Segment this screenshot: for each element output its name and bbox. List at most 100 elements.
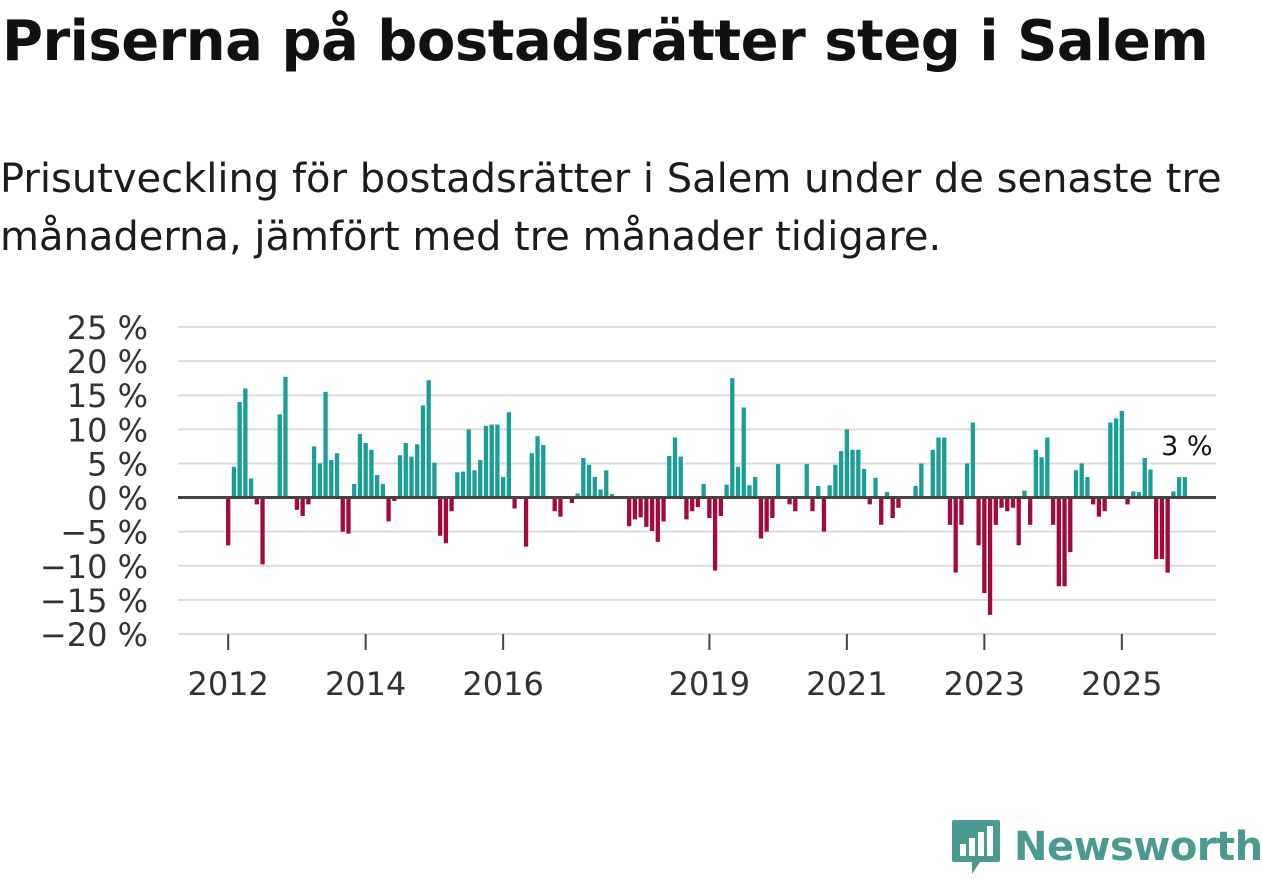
bar [334, 453, 340, 498]
bar [323, 391, 328, 498]
bar [386, 497, 391, 522]
bar [1039, 457, 1044, 498]
bar [558, 497, 563, 517]
bar [243, 388, 248, 498]
bar [649, 497, 655, 531]
bar [1142, 457, 1147, 498]
bar [437, 497, 443, 536]
bar [775, 464, 781, 498]
bar [942, 437, 947, 498]
y-tick-label: 25 % [67, 309, 148, 347]
bar [403, 442, 408, 498]
bar [1056, 497, 1061, 587]
bar [730, 378, 735, 498]
bar [352, 483, 357, 498]
bar [632, 497, 638, 520]
bar [460, 471, 466, 498]
bar [947, 497, 953, 525]
bar [930, 449, 935, 498]
newsworthy-logo[interactable]: Newsworthy [950, 818, 1262, 876]
y-tick-label: 15 % [67, 377, 148, 415]
bar [1079, 463, 1084, 498]
latest-value-annotation: 3 % [1161, 431, 1212, 462]
x-tick-label: 2025 [1081, 665, 1162, 703]
bar [1028, 497, 1033, 525]
bar [380, 483, 385, 498]
bar [535, 436, 540, 498]
bar [1050, 497, 1056, 525]
bar [741, 407, 746, 498]
y-tick-label: 20 % [67, 343, 148, 381]
bar [747, 485, 752, 498]
bar [953, 497, 958, 573]
x-tick-label: 2016 [462, 665, 543, 703]
bar [586, 464, 592, 498]
bar [712, 497, 718, 571]
bar [764, 497, 769, 532]
x-tick-label: 2012 [187, 665, 268, 703]
bar [254, 497, 259, 505]
bar [879, 497, 884, 525]
bar [449, 497, 454, 512]
bar [873, 477, 878, 498]
bar [690, 497, 695, 512]
bar [226, 497, 231, 546]
x-tick-label: 2021 [806, 665, 887, 703]
bar [718, 497, 723, 516]
bar [1113, 418, 1119, 498]
bar [1171, 491, 1176, 498]
bar [856, 449, 861, 498]
bar [936, 437, 941, 498]
bar [1182, 477, 1187, 498]
bar [581, 457, 586, 498]
bar [317, 463, 322, 498]
bar-chart: −20 %−15 %−10 %−5 %0 %5 %10 %15 %20 %25 … [40, 309, 1217, 703]
bar [1016, 497, 1021, 546]
bar [432, 462, 437, 498]
bar [552, 497, 557, 512]
brand-name: Newsworthy [1014, 824, 1262, 870]
bar [1165, 497, 1170, 573]
bar [478, 460, 483, 498]
bar [1091, 497, 1096, 505]
bar [506, 412, 512, 498]
bar [965, 463, 970, 498]
chart-subtitle: Prisutveckling för bostadsrätter i Salem… [0, 156, 1222, 260]
y-tick-label: −20 % [40, 616, 148, 654]
bar [793, 497, 798, 512]
bar [346, 497, 351, 534]
bar [489, 424, 494, 498]
newsworthy-logo-icon [952, 820, 1000, 874]
bar [1022, 490, 1027, 498]
bar [735, 466, 741, 498]
x-tick-label: 2014 [325, 665, 406, 703]
bar [1119, 410, 1124, 498]
bar [294, 497, 300, 510]
bar [1005, 497, 1010, 512]
bar [1148, 469, 1153, 498]
bar [604, 470, 609, 498]
bar [277, 414, 282, 498]
bar [638, 497, 643, 518]
bar [369, 449, 374, 498]
bar [804, 464, 809, 498]
bar [644, 497, 649, 527]
chart-title: Priserna på bostadsrätter steg i Salem [2, 9, 1209, 74]
bar [306, 497, 311, 505]
bar [655, 497, 660, 542]
bar [483, 425, 489, 498]
bar [231, 466, 237, 498]
y-tick-label: 10 % [67, 411, 148, 449]
bar [627, 497, 632, 527]
bar [770, 497, 775, 519]
bar [1125, 497, 1130, 505]
bar [1096, 497, 1102, 517]
bar [678, 456, 683, 498]
bar [787, 497, 792, 505]
bar [392, 497, 397, 501]
bar [443, 497, 449, 544]
y-tick-label: 0 % [87, 480, 148, 518]
bar [1154, 497, 1159, 559]
y-tick-label: −5 % [60, 514, 148, 552]
bar [1131, 491, 1136, 498]
